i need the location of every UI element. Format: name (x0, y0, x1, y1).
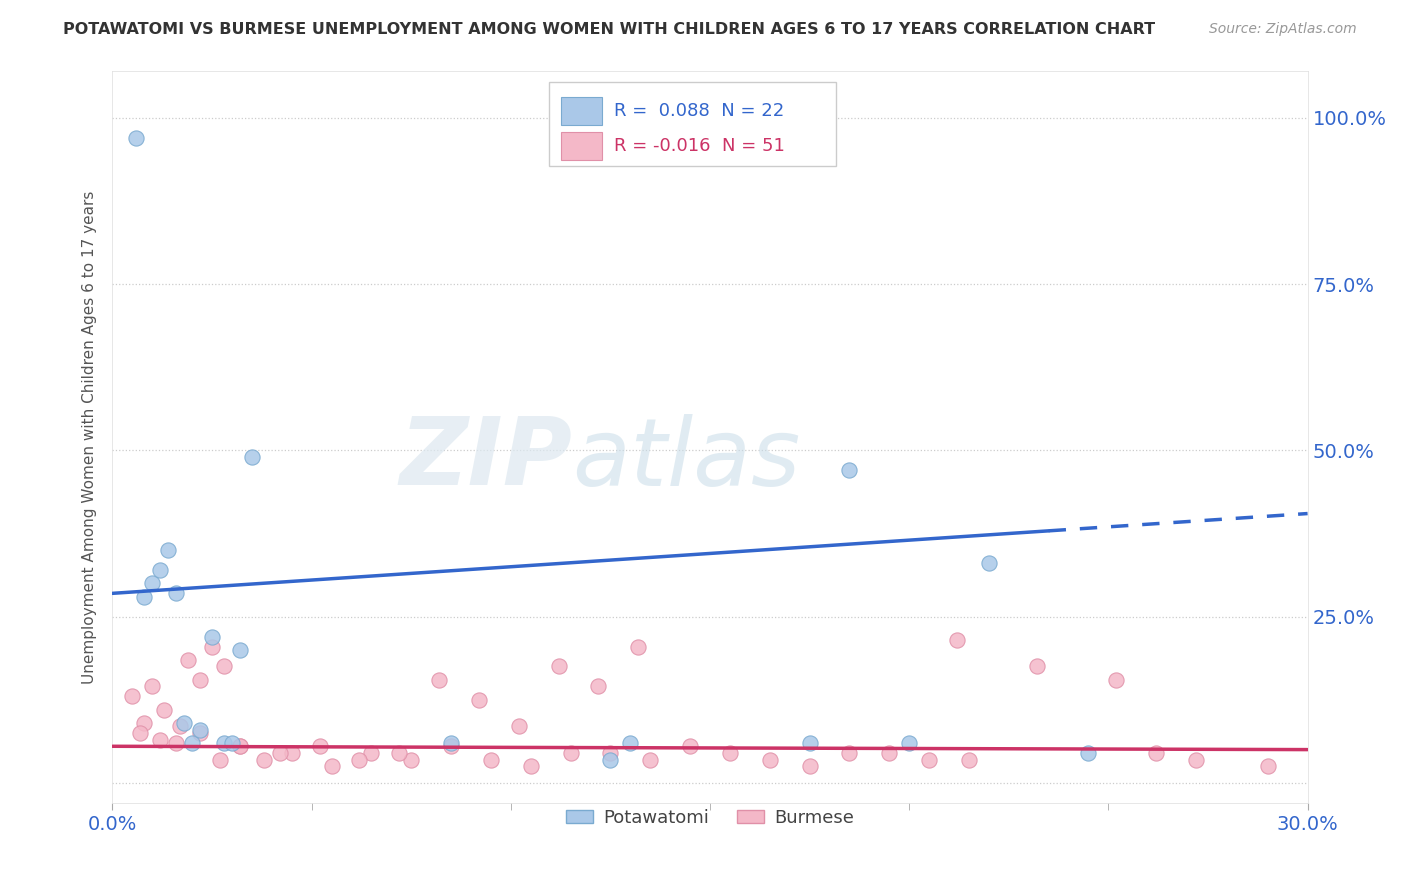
Point (520, 759, 543, 773)
Point (918, 753, 941, 767)
Bar (561, 132, 603, 160)
Point (799, 759, 821, 773)
Point (957, 753, 980, 767)
Point (799, 736, 821, 750)
Point (1025, 659, 1047, 673)
Point (149, 732, 172, 747)
Point (157, 543, 180, 558)
Point (173, 716, 195, 731)
Point (898, 736, 921, 750)
Point (201, 630, 224, 644)
Point (838, 746, 860, 760)
Point (281, 746, 304, 760)
Point (253, 753, 276, 767)
Point (125, 131, 148, 145)
Point (201, 640, 224, 654)
Point (838, 463, 860, 477)
Text: atlas: atlas (572, 414, 801, 505)
Point (599, 753, 621, 767)
Point (427, 673, 450, 687)
Legend: Potawatomi, Burmese: Potawatomi, Burmese (558, 802, 862, 834)
Point (188, 726, 211, 740)
Point (946, 632, 969, 647)
Point (1144, 746, 1167, 760)
Text: R = -0.016  N = 51: R = -0.016 N = 51 (614, 137, 786, 155)
Point (468, 692, 491, 706)
Point (229, 643, 252, 657)
Point (221, 736, 243, 750)
Y-axis label: Unemployment Among Women with Children Ages 6 to 17 years: Unemployment Among Women with Children A… (82, 190, 97, 684)
Text: ZIP: ZIP (399, 413, 572, 505)
Point (308, 739, 330, 754)
Point (121, 690, 143, 704)
Point (718, 746, 741, 760)
Point (679, 739, 702, 754)
Point (181, 736, 204, 750)
Point (977, 557, 1000, 571)
Point (188, 723, 211, 737)
Point (165, 586, 187, 600)
Point (401, 753, 423, 767)
Point (360, 746, 382, 760)
Text: R =  0.088  N = 22: R = 0.088 N = 22 (614, 102, 785, 120)
Point (209, 753, 232, 767)
Point (440, 739, 463, 754)
Point (879, 746, 901, 760)
Point (349, 753, 371, 767)
FancyBboxPatch shape (548, 82, 835, 167)
Bar (561, 97, 603, 125)
Point (640, 753, 662, 767)
Text: POTAWATOMI VS BURMESE UNEMPLOYMENT AMONG WOMEN WITH CHILDREN AGES 6 TO 17 YEARS : POTAWATOMI VS BURMESE UNEMPLOYMENT AMONG… (63, 22, 1156, 37)
Point (759, 753, 782, 767)
Point (599, 746, 621, 760)
Point (165, 736, 187, 750)
Point (1257, 759, 1279, 773)
Point (153, 703, 176, 717)
Point (134, 716, 156, 731)
Point (134, 590, 156, 604)
Text: Source: ZipAtlas.com: Source: ZipAtlas.com (1209, 22, 1357, 37)
Point (229, 739, 252, 754)
Point (188, 673, 211, 687)
Point (1185, 753, 1208, 767)
Point (388, 746, 411, 760)
Point (479, 753, 502, 767)
Point (212, 659, 235, 673)
Point (627, 640, 650, 654)
Point (129, 726, 152, 740)
Point (269, 746, 291, 760)
Point (588, 680, 610, 694)
Point (212, 736, 235, 750)
Point (560, 746, 582, 760)
Point (508, 719, 530, 733)
Point (177, 653, 200, 667)
Point (141, 576, 163, 591)
Point (229, 739, 252, 754)
Point (440, 736, 463, 750)
Point (547, 659, 569, 673)
Point (169, 719, 191, 733)
Point (149, 563, 172, 577)
Point (141, 680, 163, 694)
Point (240, 450, 263, 464)
Point (321, 759, 343, 773)
Point (1077, 746, 1099, 760)
Point (619, 736, 641, 750)
Point (1105, 673, 1128, 687)
